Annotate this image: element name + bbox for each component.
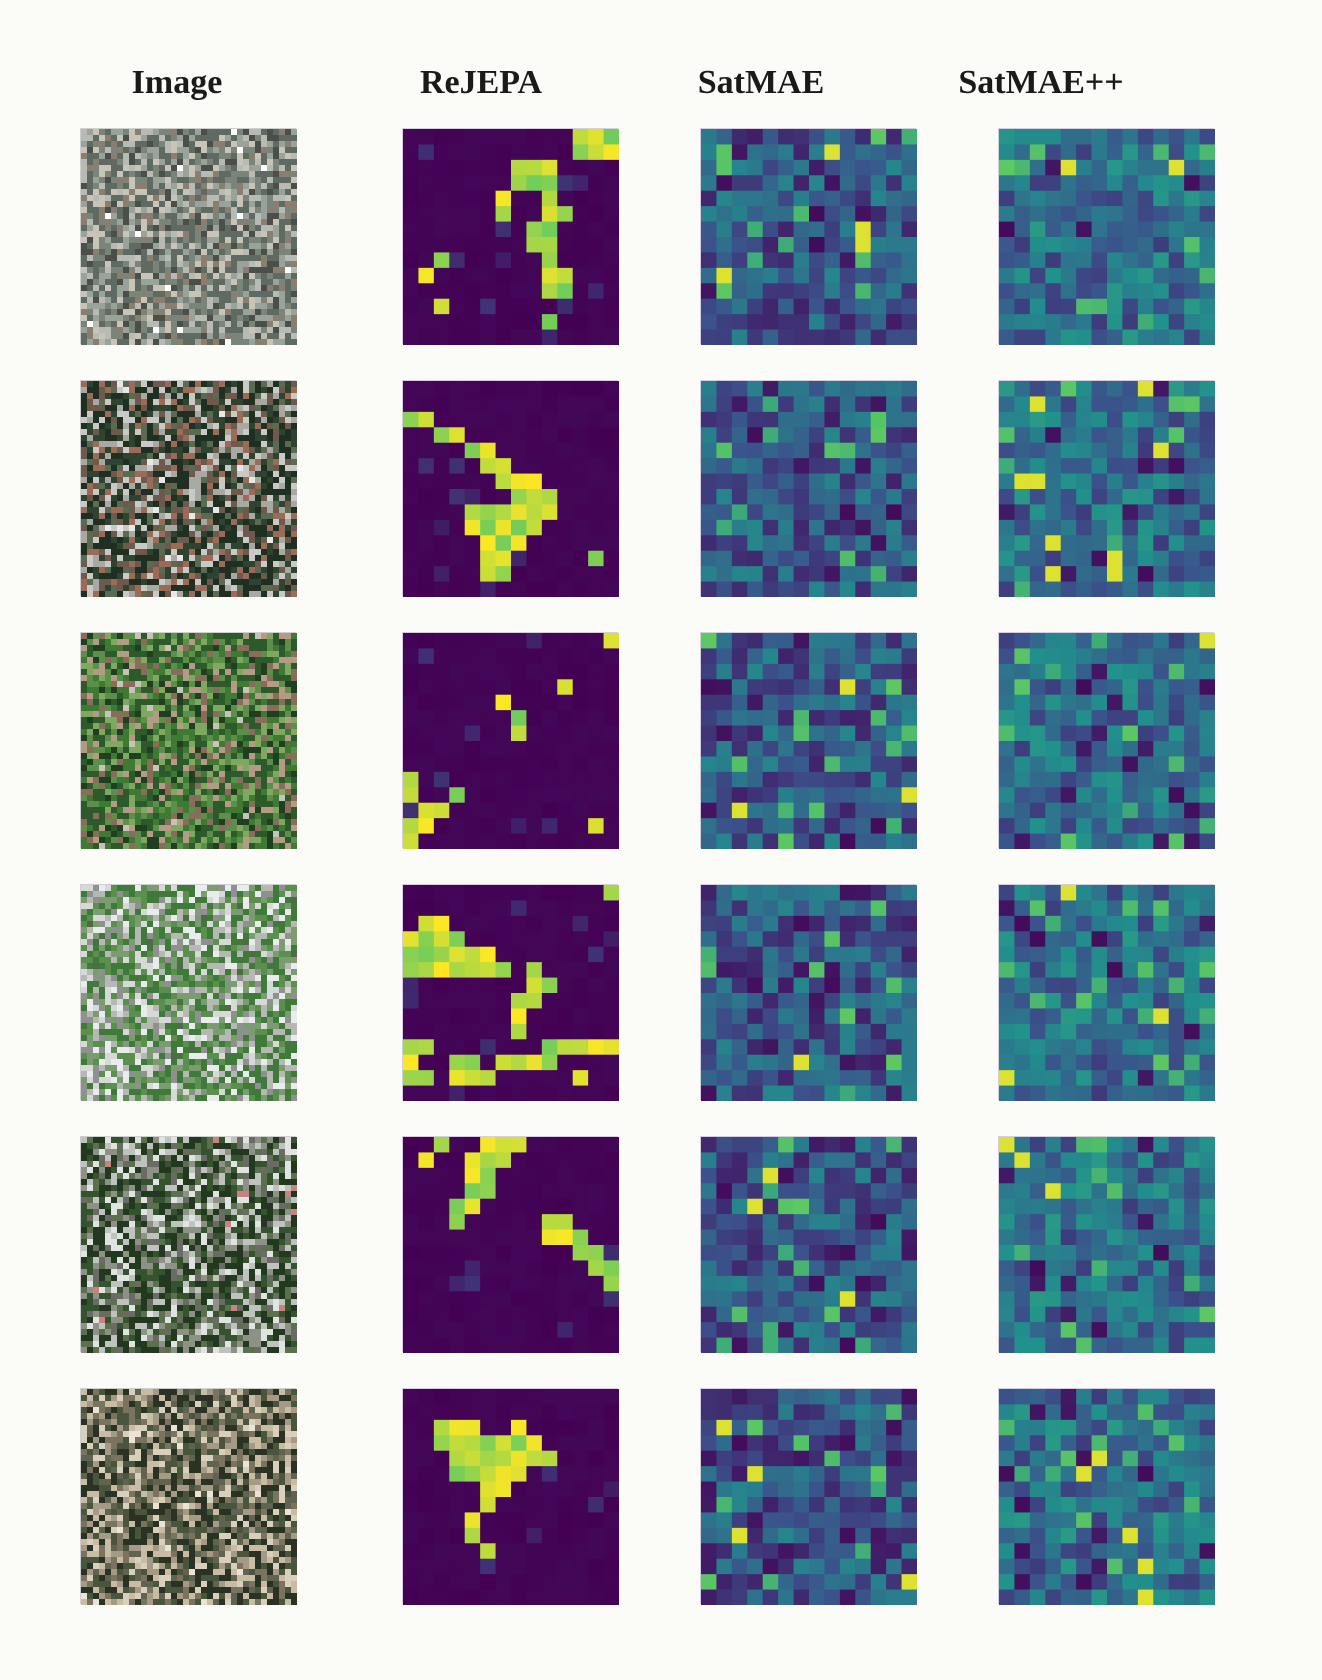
attention-map-rejepa-row-5	[402, 1136, 619, 1353]
satellite-image-row-6	[80, 1388, 297, 1605]
column-header-image: Image	[131, 64, 223, 101]
heatmap-svg	[701, 1137, 917, 1353]
heatmap-svg	[403, 633, 619, 849]
heatmap-svg	[81, 1137, 297, 1353]
attention-map-satmae-row-5	[700, 1136, 917, 1353]
attention-map-satmaepp-row-4	[998, 884, 1215, 1101]
heatmap-svg	[81, 1389, 297, 1605]
attention-map-satmaepp-row-2	[998, 380, 1215, 597]
attention-map-rejepa-row-1	[402, 128, 619, 345]
heatmap-svg	[81, 885, 297, 1101]
attention-map-satmae-row-2	[700, 380, 917, 597]
heatmap-svg	[403, 885, 619, 1101]
attention-map-satmae-row-3	[700, 632, 917, 849]
heatmap-svg	[999, 381, 1215, 597]
heatmap-svg	[999, 1389, 1215, 1605]
heatmap-svg	[701, 381, 917, 597]
heatmap-svg	[701, 1389, 917, 1605]
heatmap-svg	[999, 129, 1215, 345]
heatmap-svg	[701, 885, 917, 1101]
heatmap-svg	[403, 381, 619, 597]
attention-map-satmaepp-row-3	[998, 632, 1215, 849]
heatmap-svg	[999, 633, 1215, 849]
attention-map-satmaepp-row-1	[998, 128, 1215, 345]
satellite-image-row-2	[80, 380, 297, 597]
attention-map-satmaepp-row-6	[998, 1388, 1215, 1605]
heatmap-svg	[403, 129, 619, 345]
column-header-rejepa: ReJEPA	[419, 64, 543, 101]
attention-map-satmae-row-1	[700, 128, 917, 345]
column-header-satmaepp: SatMAE++	[958, 64, 1124, 101]
heatmap-svg	[701, 633, 917, 849]
attention-map-rejepa-row-6	[402, 1388, 619, 1605]
satellite-image-row-3	[80, 632, 297, 849]
column-header-satmae: SatMAE	[697, 64, 825, 101]
heatmap-svg	[999, 885, 1215, 1101]
attention-map-rejepa-row-4	[402, 884, 619, 1101]
attention-map-satmaepp-row-5	[998, 1136, 1215, 1353]
attention-map-rejepa-row-2	[402, 380, 619, 597]
heatmap-svg	[403, 1389, 619, 1605]
heatmap-svg	[81, 633, 297, 849]
attention-map-rejepa-row-3	[402, 632, 619, 849]
satellite-image-row-5	[80, 1136, 297, 1353]
heatmap-svg	[403, 1137, 619, 1353]
satellite-image-row-1	[80, 128, 297, 345]
heatmap-svg	[81, 129, 297, 345]
attention-map-satmae-row-6	[700, 1388, 917, 1605]
heatmap-svg	[999, 1137, 1215, 1353]
satellite-image-row-4	[80, 884, 297, 1101]
attention-map-satmae-row-4	[700, 884, 917, 1101]
heatmap-svg	[81, 381, 297, 597]
heatmap-svg	[701, 129, 917, 345]
